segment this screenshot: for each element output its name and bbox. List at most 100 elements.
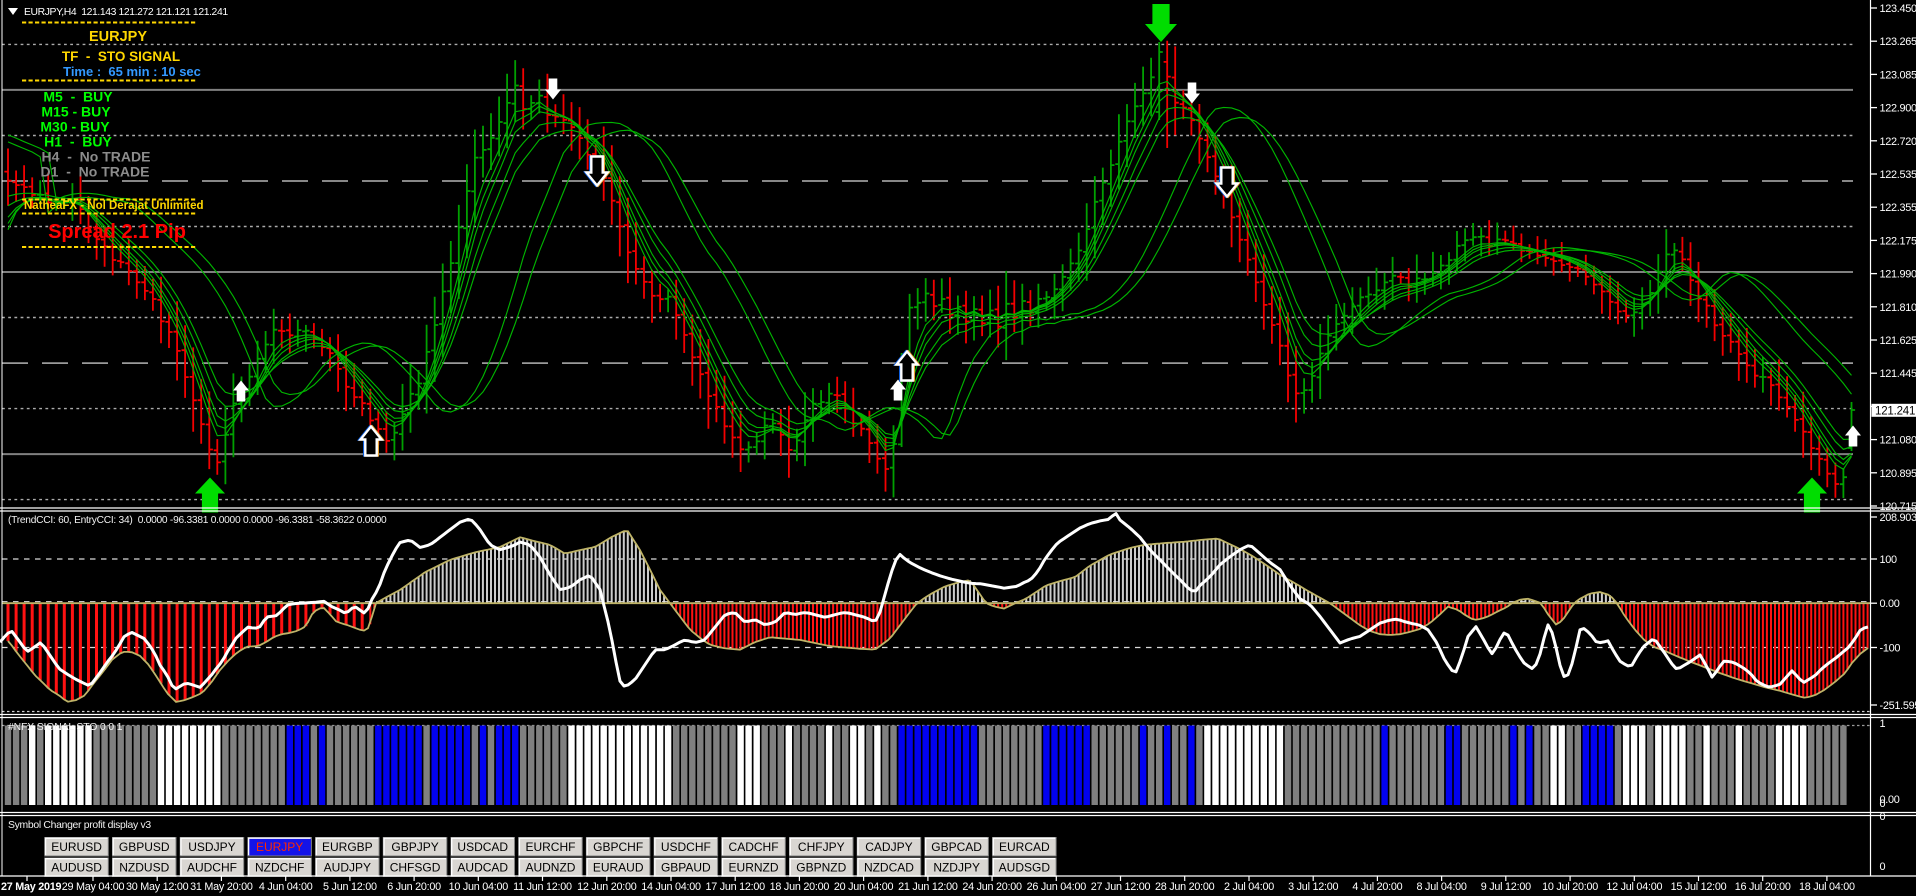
svg-text:D1 - No TRADE: D1 - No TRADE — [41, 164, 150, 180]
svg-text:0: 0 — [1880, 861, 1886, 873]
svg-text:GBPUSD: GBPUSD — [119, 840, 170, 854]
svg-text:123.265: 123.265 — [1880, 36, 1916, 48]
svg-text:GBPCAD: GBPCAD — [931, 840, 982, 854]
svg-text:12 Jun 20:00: 12 Jun 20:00 — [577, 881, 637, 893]
svg-text:0: 0 — [1880, 798, 1886, 810]
svg-text:EURUSD: EURUSD — [51, 840, 102, 854]
svg-text:123.450: 123.450 — [1880, 3, 1916, 15]
svg-text:121.241: 121.241 — [1875, 405, 1915, 417]
svg-text:30 May 12:00: 30 May 12:00 — [126, 881, 189, 893]
svg-text:15 Jul 12:00: 15 Jul 12:00 — [1671, 881, 1727, 893]
svg-text:28 Jun 20:00: 28 Jun 20:00 — [1155, 881, 1215, 893]
svg-text:29 May 04:00: 29 May 04:00 — [62, 881, 125, 893]
svg-text:121.810: 121.810 — [1880, 302, 1916, 314]
svg-text:EURNZD: EURNZD — [729, 861, 779, 875]
svg-text:10 Jul 20:00: 10 Jul 20:00 — [1542, 881, 1598, 893]
svg-text:GBPCHF: GBPCHF — [593, 840, 643, 854]
svg-text:9 Jul 12:00: 9 Jul 12:00 — [1481, 881, 1531, 893]
svg-text:GBPAUD: GBPAUD — [661, 861, 711, 875]
svg-text:EURJPY: EURJPY — [89, 29, 147, 45]
svg-text:122.720: 122.720 — [1880, 136, 1916, 148]
svg-text:EURCAD: EURCAD — [999, 840, 1050, 854]
svg-text:GBPNZD: GBPNZD — [796, 861, 846, 875]
svg-text:14 Jun 04:00: 14 Jun 04:00 — [641, 881, 701, 893]
svg-text:1: 1 — [1880, 718, 1886, 730]
svg-text:20 Jun 04:00: 20 Jun 04:00 — [834, 881, 894, 893]
svg-text:AUDUSD: AUDUSD — [51, 861, 102, 875]
svg-text:121.990: 121.990 — [1880, 269, 1916, 281]
svg-text:(TrendCCI: 60, EntryCCI: 34): (TrendCCI: 60, EntryCCI: 34) 0.0000 -96.… — [8, 515, 387, 526]
svg-text:EURJPY,H4 121.143 121.272 121: EURJPY,H4 121.143 121.272 121.121 121.24… — [24, 7, 228, 18]
svg-text:100: 100 — [1880, 554, 1898, 566]
svg-text:NatheaFX - Nol Derajat Unlimit: NatheaFX - Nol Derajat Unlimited — [24, 200, 204, 212]
svg-text:M5 - BUY: M5 - BUY — [43, 89, 113, 105]
svg-text:0.00: 0.00 — [1880, 794, 1900, 806]
svg-text:120.895: 120.895 — [1880, 468, 1916, 480]
svg-text:18 Jun 20:00: 18 Jun 20:00 — [770, 881, 830, 893]
svg-text:NZDJPY: NZDJPY — [933, 861, 980, 875]
svg-text:H1 - BUY: H1 - BUY — [44, 134, 112, 150]
svg-text:26 Jun 04:00: 26 Jun 04:00 — [1027, 881, 1087, 893]
svg-text:17 Jun 12:00: 17 Jun 12:00 — [705, 881, 765, 893]
svg-text:NZDUSD: NZDUSD — [119, 861, 169, 875]
svg-text:4 Jul 20:00: 4 Jul 20:00 — [1352, 881, 1402, 893]
svg-text:AUDSGD: AUDSGD — [999, 861, 1051, 875]
svg-text:2 Jul 04:00: 2 Jul 04:00 — [1224, 881, 1274, 893]
svg-text:H4 - No TRADE: H4 - No TRADE — [42, 149, 151, 165]
svg-text:3 Jul 12:00: 3 Jul 12:00 — [1288, 881, 1338, 893]
svg-text:208.9038: 208.9038 — [1880, 512, 1916, 524]
svg-text:0: 0 — [1880, 811, 1886, 823]
svg-text:122.535: 122.535 — [1880, 169, 1916, 181]
svg-text:27 Jun 12:00: 27 Jun 12:00 — [1091, 881, 1151, 893]
svg-text:EURGBP: EURGBP — [322, 840, 373, 854]
svg-text:5 Jun 12:00: 5 Jun 12:00 — [323, 881, 377, 893]
svg-text:CHFJPY: CHFJPY — [798, 840, 845, 854]
svg-text:31 May 20:00: 31 May 20:00 — [190, 881, 253, 893]
svg-text:AUDJPY: AUDJPY — [324, 861, 371, 875]
svg-text:6 Jun 20:00: 6 Jun 20:00 — [387, 881, 441, 893]
svg-text:Symbol Changer profit display: Symbol Changer profit display v3 — [8, 820, 151, 831]
svg-text:4 Jun 04:00: 4 Jun 04:00 — [259, 881, 313, 893]
svg-text:EURJPY: EURJPY — [256, 840, 303, 854]
svg-text:11 Jun 12:00: 11 Jun 12:00 — [513, 881, 572, 893]
svg-text:121.080: 121.080 — [1880, 435, 1916, 447]
svg-text:USDCHF: USDCHF — [661, 840, 711, 854]
svg-text:Time : 65 min : 10 sec: Time : 65 min : 10 sec — [63, 64, 201, 79]
svg-text:AUDNZD: AUDNZD — [525, 861, 575, 875]
svg-text:NZDCAD: NZDCAD — [864, 861, 914, 875]
svg-text:AUDCAD: AUDCAD — [457, 861, 508, 875]
svg-text:121.625: 121.625 — [1880, 335, 1916, 347]
svg-text:27 May 2019: 27 May 2019 — [1, 881, 62, 893]
svg-text:18 Jul 04:00: 18 Jul 04:00 — [1799, 881, 1855, 893]
svg-text:-251.595: -251.595 — [1880, 700, 1916, 712]
svg-text:21 Jun 12:00: 21 Jun 12:00 — [898, 881, 958, 893]
svg-text:CADCHF: CADCHF — [729, 840, 779, 854]
svg-text:TF - STO SIGNAL: TF - STO SIGNAL — [62, 49, 180, 64]
svg-text:CADJPY: CADJPY — [865, 840, 912, 854]
svg-text:8 Jul 04:00: 8 Jul 04:00 — [1417, 881, 1467, 893]
svg-text:24 Jun 20:00: 24 Jun 20:00 — [962, 881, 1022, 893]
svg-text:NZDCHF: NZDCHF — [255, 861, 304, 875]
svg-text:122.900: 122.900 — [1880, 103, 1916, 115]
svg-text:#NFX SIGNAL STO 0 0 1: #NFX SIGNAL STO 0 0 1 — [8, 721, 123, 733]
svg-text:CHFSGD: CHFSGD — [390, 861, 441, 875]
svg-text:EURAUD: EURAUD — [593, 861, 644, 875]
svg-text:123.085: 123.085 — [1880, 69, 1916, 81]
svg-text:GBPJPY: GBPJPY — [391, 840, 438, 854]
svg-text:120.715: 120.715 — [1880, 501, 1916, 513]
svg-text:10 Jun 04:00: 10 Jun 04:00 — [449, 881, 509, 893]
svg-text:122.355: 122.355 — [1880, 202, 1916, 214]
svg-text:M15 - BUY: M15 - BUY — [41, 104, 111, 120]
svg-text:-100: -100 — [1880, 643, 1901, 655]
svg-text:AUDCHF: AUDCHF — [187, 861, 237, 875]
svg-text:16 Jul 20:00: 16 Jul 20:00 — [1735, 881, 1791, 893]
svg-text:EURCHF: EURCHF — [525, 840, 575, 854]
svg-text:USDJPY: USDJPY — [188, 840, 235, 854]
svg-text:M30 - BUY: M30 - BUY — [40, 119, 110, 135]
svg-text:USDCAD: USDCAD — [457, 840, 508, 854]
svg-text:121.445: 121.445 — [1880, 368, 1916, 380]
svg-text:Spread 2.1 Pip: Spread 2.1 Pip — [48, 221, 186, 243]
svg-text:122.175: 122.175 — [1880, 235, 1916, 247]
svg-text:12 Jul 04:00: 12 Jul 04:00 — [1606, 881, 1662, 893]
svg-text:0.00: 0.00 — [1880, 598, 1900, 610]
